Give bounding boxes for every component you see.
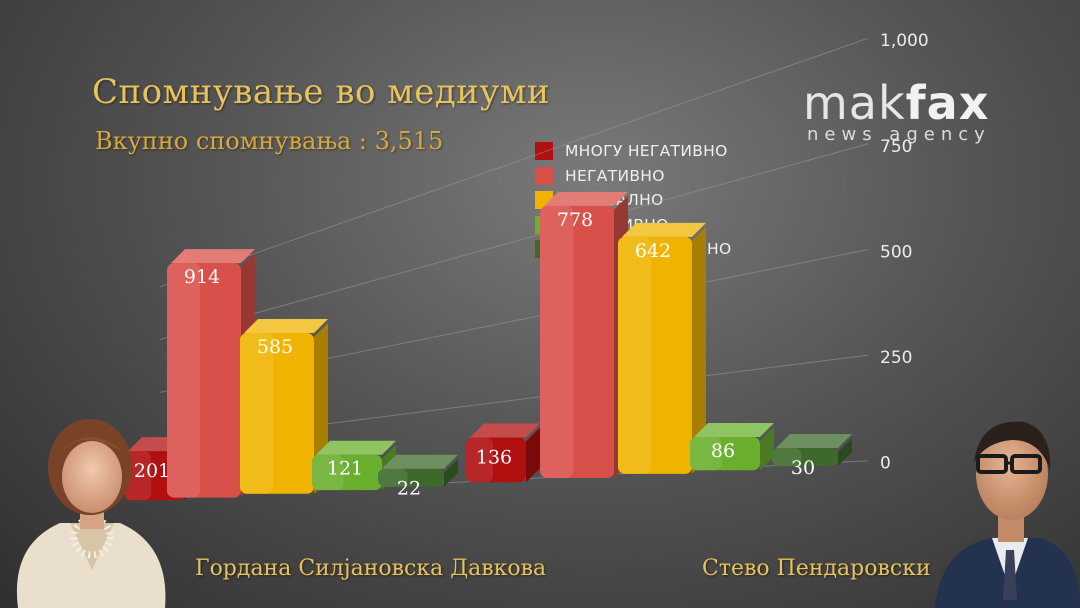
legend-item: МНОГУ НЕГАТИВНО (535, 139, 732, 164)
y-tick-label: 0 (880, 454, 891, 474)
data-label: 86 (711, 440, 735, 462)
y-axis-ticks: 0 250 500 750 1,000 (880, 31, 929, 474)
y-tick-label: 500 (880, 242, 912, 262)
legend-item: НЕГАТИВНО (535, 164, 732, 189)
y-tick-label: 1,000 (880, 31, 929, 51)
bars (124, 191, 852, 501)
chart-title: Спомнување во медиуми (92, 72, 551, 112)
candidate-name-2: Стево Пендаровски (702, 556, 931, 581)
legend-swatch (535, 166, 553, 185)
data-label: 22 (397, 478, 421, 500)
data-label: 585 (257, 336, 293, 358)
makfax-logo: makfax news agency (803, 80, 1008, 150)
data-labels: 201 914 585 121 22 136 778 642 86 30 (134, 209, 815, 500)
data-label: 642 (635, 240, 671, 262)
data-label: 914 (184, 266, 220, 288)
logo-bold: fax (905, 76, 990, 130)
legend-label: МНОГУ НЕГАТИВНО (565, 142, 728, 161)
legend-swatch (535, 142, 553, 161)
bar (690, 422, 774, 471)
woman-portrait (16, 419, 166, 608)
bar (466, 423, 540, 483)
y-tick-label: 250 (880, 348, 912, 368)
data-label: 121 (327, 458, 363, 480)
data-label: 136 (476, 446, 512, 468)
y-tick-label: 750 (880, 137, 912, 157)
bar (772, 434, 852, 467)
legend-label: НЕГАТИВНО (565, 166, 665, 185)
gridline (159, 143, 869, 341)
bar (378, 454, 458, 487)
data-label: 778 (557, 209, 593, 231)
bar (618, 222, 706, 474)
candidate-name-1: Гордана Силјановска Давкова (195, 556, 547, 581)
man-portrait (935, 421, 1080, 608)
data-label: 30 (791, 457, 815, 479)
logo-light: mak (803, 76, 906, 130)
logo-main-text: makfax (803, 80, 989, 126)
logo-subtitle: news agency (807, 124, 991, 145)
data-label: 201 (134, 460, 170, 482)
bar (540, 191, 628, 479)
gridline (159, 37, 869, 288)
chart-subtitle: Вкупно спомнувања : 3,515 (95, 127, 444, 155)
